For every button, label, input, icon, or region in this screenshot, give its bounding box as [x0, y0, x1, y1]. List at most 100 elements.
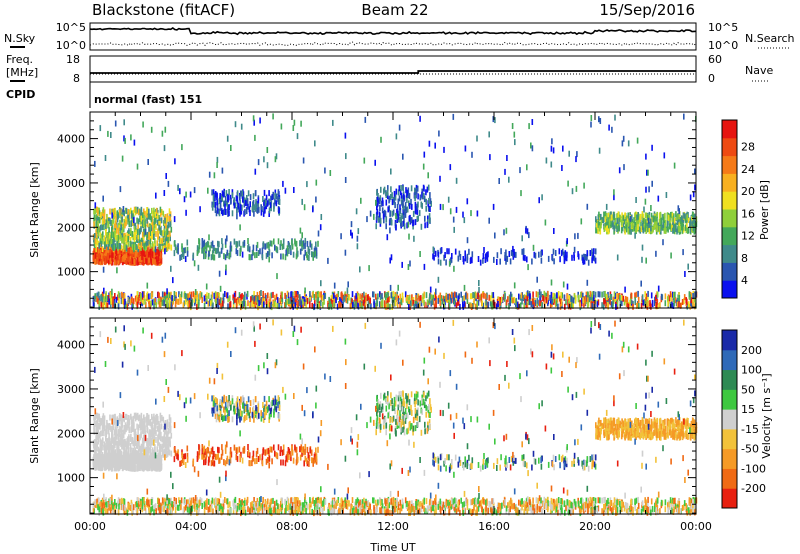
power-cell — [207, 300, 210, 307]
power-cell — [168, 302, 171, 309]
power-cell — [105, 223, 107, 229]
power-cell — [151, 226, 154, 232]
power-cell — [655, 294, 658, 301]
power-cell — [660, 228, 662, 235]
power-cell — [691, 220, 693, 227]
power-cell — [410, 217, 412, 224]
power-cell — [177, 184, 179, 191]
power-cell — [385, 223, 387, 230]
y-tick-label: 2000 — [57, 221, 85, 234]
power-cell — [133, 231, 136, 238]
power-cell — [641, 223, 644, 230]
power-cell — [103, 224, 105, 231]
power-cell — [656, 298, 659, 305]
power-cell — [218, 241, 220, 248]
power-cell — [205, 283, 208, 290]
power-cell — [249, 194, 252, 201]
power-cell — [595, 227, 597, 234]
power-cell — [261, 298, 264, 305]
power-cell — [653, 223, 655, 230]
power-cell — [652, 226, 654, 233]
power-cell — [136, 301, 139, 308]
power-cell — [148, 241, 150, 248]
power-cell — [217, 303, 220, 310]
power-cell — [401, 292, 404, 299]
power-cell — [683, 298, 685, 305]
power-cell — [170, 226, 173, 233]
power-cell — [120, 220, 123, 227]
power-cell — [163, 234, 166, 241]
power-cell — [662, 222, 664, 228]
power-cell — [229, 301, 231, 308]
power-cell — [435, 288, 437, 295]
power-cell — [608, 218, 611, 225]
power-cell — [320, 295, 323, 302]
power-cell — [388, 296, 391, 303]
power-cell — [453, 265, 455, 272]
power-cell — [425, 189, 427, 196]
power-cell — [305, 302, 307, 308]
power-cell — [397, 284, 399, 291]
power-cell — [103, 218, 106, 225]
power-cell — [610, 294, 613, 300]
power-cell — [93, 208, 95, 215]
power-cell — [615, 222, 618, 229]
power-cell — [111, 208, 113, 215]
power-cell — [94, 208, 97, 215]
power-cell — [308, 297, 311, 304]
power-cell — [622, 295, 625, 302]
power-cell — [123, 243, 126, 250]
power-cell — [464, 250, 466, 257]
power-cell — [120, 224, 122, 231]
power-cell — [165, 173, 167, 179]
power-cell — [240, 190, 242, 197]
power-cell — [309, 291, 311, 298]
power-cell — [677, 218, 680, 225]
power-cell — [692, 293, 694, 299]
velocity-cell — [107, 464, 110, 471]
power-cell — [469, 293, 472, 300]
power-cell — [559, 256, 561, 263]
power-cell — [458, 250, 461, 257]
power-cell — [137, 229, 139, 236]
power-cell — [147, 213, 149, 220]
power-cell — [173, 240, 176, 247]
power-cell — [188, 291, 191, 298]
power-cell — [400, 220, 402, 227]
power-cell — [476, 301, 478, 308]
power-cell — [613, 228, 615, 235]
power-cell — [163, 231, 165, 238]
power-cell — [658, 218, 661, 225]
power-cell — [268, 249, 271, 256]
nave-tick-bottom: 0 — [708, 72, 715, 85]
power-cell — [137, 233, 139, 240]
power-cell — [112, 217, 115, 224]
power-cell — [158, 243, 160, 250]
power-cell — [241, 204, 243, 211]
power-cell — [593, 295, 595, 301]
power-cell — [98, 304, 100, 310]
power-cell — [536, 297, 539, 304]
power-cell — [570, 302, 573, 309]
colorbar-cell — [722, 209, 737, 228]
power-cell — [471, 257, 473, 264]
power-cell — [647, 169, 649, 176]
power-cell — [216, 207, 219, 214]
power-cell — [203, 253, 205, 260]
power-cell — [242, 196, 244, 203]
power-cell — [161, 230, 163, 237]
power-cell — [613, 225, 616, 232]
power-cell — [160, 225, 162, 232]
power-cell — [229, 198, 232, 205]
power-cell — [547, 294, 549, 301]
power-cell — [461, 296, 464, 302]
power-cell — [497, 296, 500, 303]
power-cell — [119, 219, 121, 226]
power-cell — [391, 192, 393, 199]
power-cell — [227, 303, 229, 310]
power-cell — [356, 243, 359, 250]
power-cell — [634, 232, 636, 239]
power-cell — [407, 221, 410, 228]
power-cell — [490, 300, 492, 307]
power-cell — [222, 297, 225, 304]
